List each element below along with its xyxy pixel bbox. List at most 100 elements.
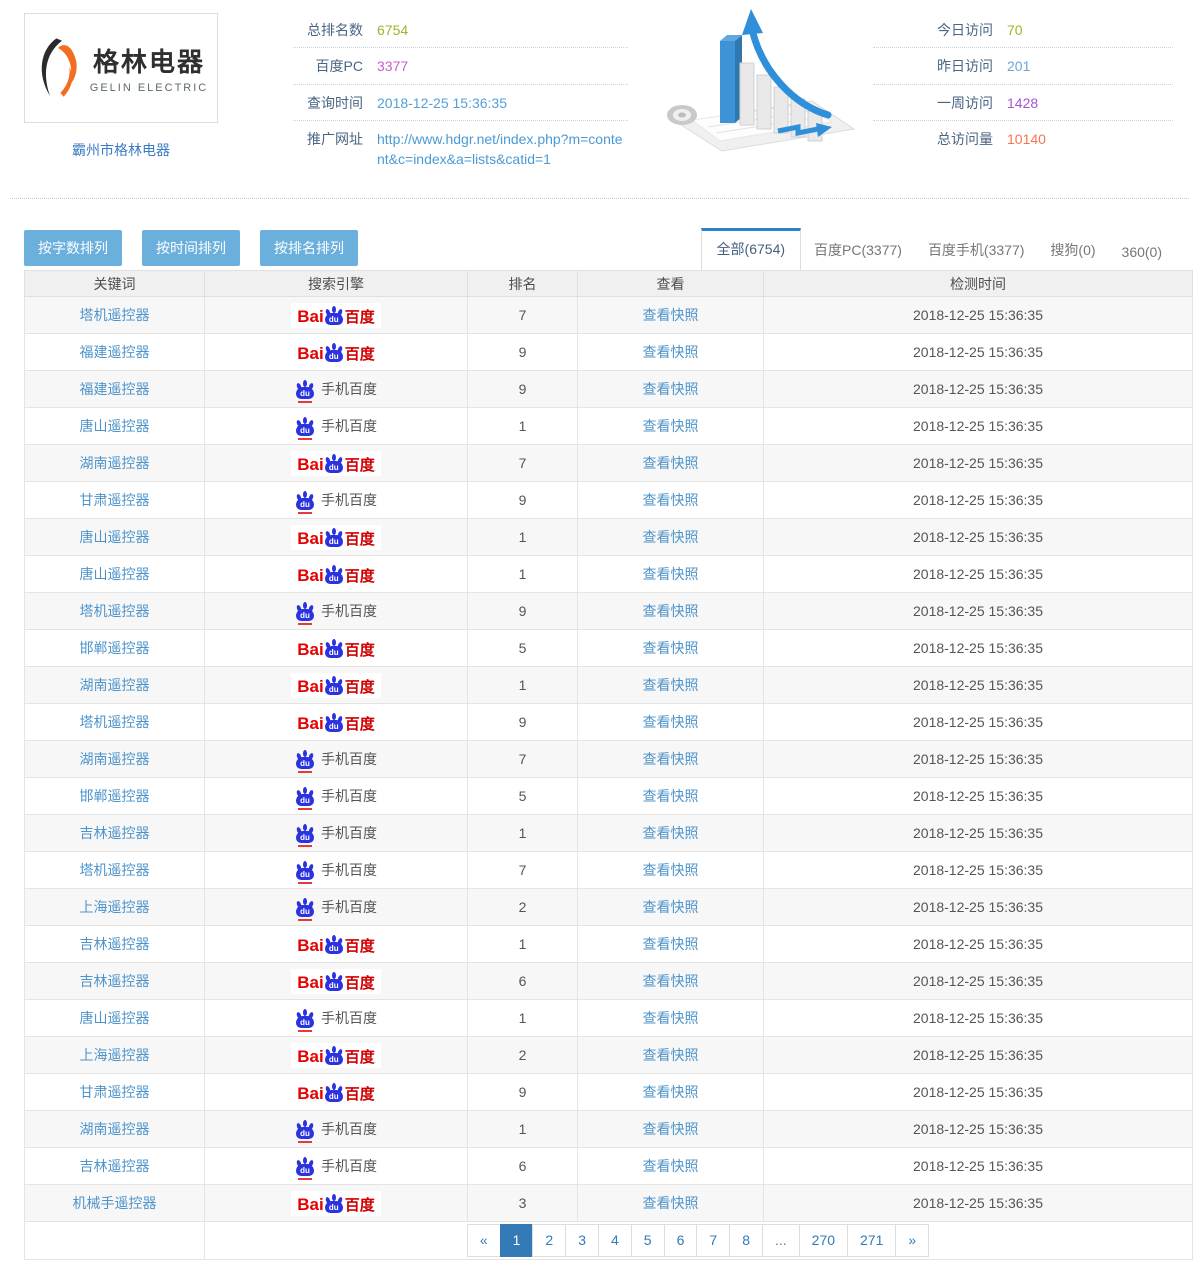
keyword-link[interactable]: 甘肃遥控器	[79, 1084, 150, 1100]
time-cell: 2018-12-25 15:36:35	[763, 703, 1193, 741]
view-snapshot-link[interactable]: 查看快照	[642, 640, 699, 656]
keyword-link[interactable]: 上海遥控器	[79, 1047, 150, 1063]
keyword-link[interactable]: 湖南遥控器	[79, 455, 150, 471]
keyword-link[interactable]: 塔机遥控器	[79, 603, 150, 619]
page-prev[interactable]: «	[466, 1224, 501, 1257]
keyword-link[interactable]: 甘肃遥控器	[79, 492, 150, 508]
tab-4[interactable]: 搜狗(0)	[1050, 242, 1096, 258]
time-cell: 2018-12-25 15:36:35	[763, 444, 1193, 482]
time-cell: 2018-12-25 15:36:35	[763, 592, 1193, 630]
keyword-cell: 甘肃遥控器	[24, 1073, 205, 1111]
view-snapshot-link[interactable]: 查看快照	[642, 899, 699, 915]
view-snapshot-link[interactable]: 查看快照	[642, 455, 699, 471]
view-snapshot-link[interactable]: 查看快照	[642, 677, 699, 693]
page-7[interactable]: 7	[696, 1224, 731, 1257]
keyword-link[interactable]: 湖南遥控器	[79, 677, 150, 693]
view-snapshot-link[interactable]: 查看快照	[642, 936, 699, 952]
baidu-mobile-logo: du 手机百度	[295, 786, 377, 810]
view-snapshot-link[interactable]: 查看快照	[642, 1010, 699, 1026]
view-snapshot-link[interactable]: 查看快照	[642, 788, 699, 804]
view-snapshot-link[interactable]: 查看快照	[642, 1084, 699, 1100]
page-ellipsis: ...	[761, 1224, 800, 1257]
tab-2[interactable]: 百度PC(3377)	[814, 242, 902, 258]
keyword-link[interactable]: 唐山遥控器	[79, 529, 150, 545]
keyword-link[interactable]: 塔机遥控器	[79, 307, 150, 323]
engine-cell: du 手机百度	[204, 1147, 468, 1185]
keyword-link[interactable]: 吉林遥控器	[79, 936, 150, 952]
keyword-link[interactable]: 上海遥控器	[79, 899, 150, 915]
keyword-link[interactable]: 塔机遥控器	[79, 862, 150, 878]
baidu-paw-icon: du	[295, 601, 315, 621]
view-snapshot-link[interactable]: 查看快照	[642, 1047, 699, 1063]
table-row: 上海遥控器 Bai du 百度 2 查看快照 2018-12-25 15:36:35	[24, 1036, 1193, 1074]
view-snapshot-link[interactable]: 查看快照	[642, 418, 699, 434]
view-snapshot-link[interactable]: 查看快照	[642, 1121, 699, 1137]
baidu-paw-icon: du	[324, 1082, 344, 1102]
table-row: 塔机遥控器 du 手机百度 9 查看快照 2018-12-25 15:36:35	[24, 592, 1193, 630]
view-snapshot-link[interactable]: 查看快照	[642, 973, 699, 989]
view-snapshot-link[interactable]: 查看快照	[642, 529, 699, 545]
keyword-link[interactable]: 吉林遥控器	[79, 825, 150, 841]
keyword-link[interactable]: 湖南遥控器	[79, 751, 150, 767]
view-snapshot-link[interactable]: 查看快照	[642, 603, 699, 619]
keyword-link[interactable]: 唐山遥控器	[79, 566, 150, 582]
view-snapshot-link[interactable]: 查看快照	[642, 566, 699, 582]
keyword-link[interactable]: 机械手遥控器	[72, 1195, 157, 1211]
keyword-link[interactable]: 福建遥控器	[79, 344, 150, 360]
keyword-link[interactable]: 邯郸遥控器	[79, 788, 150, 804]
page-4[interactable]: 4	[598, 1224, 632, 1257]
view-snapshot-link[interactable]: 查看快照	[642, 492, 699, 508]
view-snapshot-link[interactable]: 查看快照	[642, 344, 699, 360]
page-2[interactable]: 2	[532, 1224, 567, 1257]
visit-stat-label: 一周访问	[937, 94, 993, 111]
logo-cn: 格林电器	[92, 47, 205, 77]
baidu-mobile-logo: du 手机百度	[295, 823, 377, 847]
page-1[interactable]: 1	[499, 1224, 534, 1257]
column-header: 搜索引擎	[204, 270, 468, 297]
visit-stat-row: 一周访问 1428	[873, 85, 1173, 121]
page-next[interactable]: »	[895, 1224, 930, 1257]
sort-button-1[interactable]: 按字数排列	[24, 230, 122, 266]
view-snapshot-link[interactable]: 查看快照	[642, 825, 699, 841]
time-cell: 2018-12-25 15:36:35	[763, 555, 1193, 593]
view-cell: 查看快照	[577, 592, 764, 630]
page-8[interactable]: 8	[729, 1224, 763, 1257]
table-row: 唐山遥控器 Bai du 百度 1 查看快照 2018-12-25 15:36:35	[24, 555, 1193, 593]
site-name-link[interactable]: 霸州市格林电器	[72, 142, 170, 158]
page-6[interactable]: 6	[663, 1224, 698, 1257]
tab-1[interactable]: 全部(6754)	[700, 228, 802, 270]
page-270[interactable]: 270	[798, 1224, 849, 1257]
stats-summary-left: 总排名数 6754 百度PC 3377 查询时间 2018-12-25 15:36:35 推…	[293, 12, 628, 176]
sort-button-3[interactable]: 按排名排列	[260, 230, 358, 266]
view-snapshot-link[interactable]: 查看快照	[642, 751, 699, 767]
keyword-cell: 上海遥控器	[24, 1036, 205, 1074]
keyword-link[interactable]: 唐山遥控器	[79, 418, 150, 434]
view-snapshot-link[interactable]: 查看快照	[642, 381, 699, 397]
keyword-link[interactable]: 湖南遥控器	[79, 1121, 150, 1137]
keyword-cell: 唐山遥控器	[24, 999, 205, 1037]
keyword-link[interactable]: 唐山遥控器	[79, 1010, 150, 1026]
page-5[interactable]: 5	[630, 1224, 665, 1257]
keyword-link[interactable]: 吉林遥控器	[79, 973, 150, 989]
keyword-link[interactable]: 塔机遥控器	[79, 714, 150, 730]
sort-button-2[interactable]: 按时间排列	[142, 230, 240, 266]
view-snapshot-link[interactable]: 查看快照	[642, 714, 699, 730]
table-row: 福建遥控器 du 手机百度 9 查看快照 2018-12-25 15:36:35	[24, 370, 1193, 408]
view-snapshot-link[interactable]: 查看快照	[642, 307, 699, 323]
tab-5[interactable]: 360(0)	[1121, 244, 1162, 260]
view-snapshot-link[interactable]: 查看快照	[642, 1158, 699, 1174]
view-snapshot-link[interactable]: 查看快照	[642, 1195, 699, 1211]
page-3[interactable]: 3	[565, 1224, 599, 1257]
column-header: 查看	[577, 270, 764, 297]
view-cell: 查看快照	[577, 1147, 764, 1185]
page-271[interactable]: 271	[847, 1224, 897, 1257]
time-cell: 2018-12-25 15:36:35	[763, 1184, 1193, 1222]
stats-summary-right: 今日访问 70 昨日访问 201 一周访问 1428 总访问量 10140	[873, 12, 1173, 156]
keyword-link[interactable]: 吉林遥控器	[79, 1158, 150, 1174]
stat-value: http://www.hdgr.net/index.php?m=content&…	[377, 130, 623, 168]
stat-label: 推广网址	[307, 130, 363, 147]
view-snapshot-link[interactable]: 查看快照	[642, 862, 699, 878]
keyword-link[interactable]: 邯郸遥控器	[79, 640, 150, 656]
tab-3[interactable]: 百度手机(3377)	[927, 242, 1025, 258]
keyword-link[interactable]: 福建遥控器	[79, 381, 150, 397]
